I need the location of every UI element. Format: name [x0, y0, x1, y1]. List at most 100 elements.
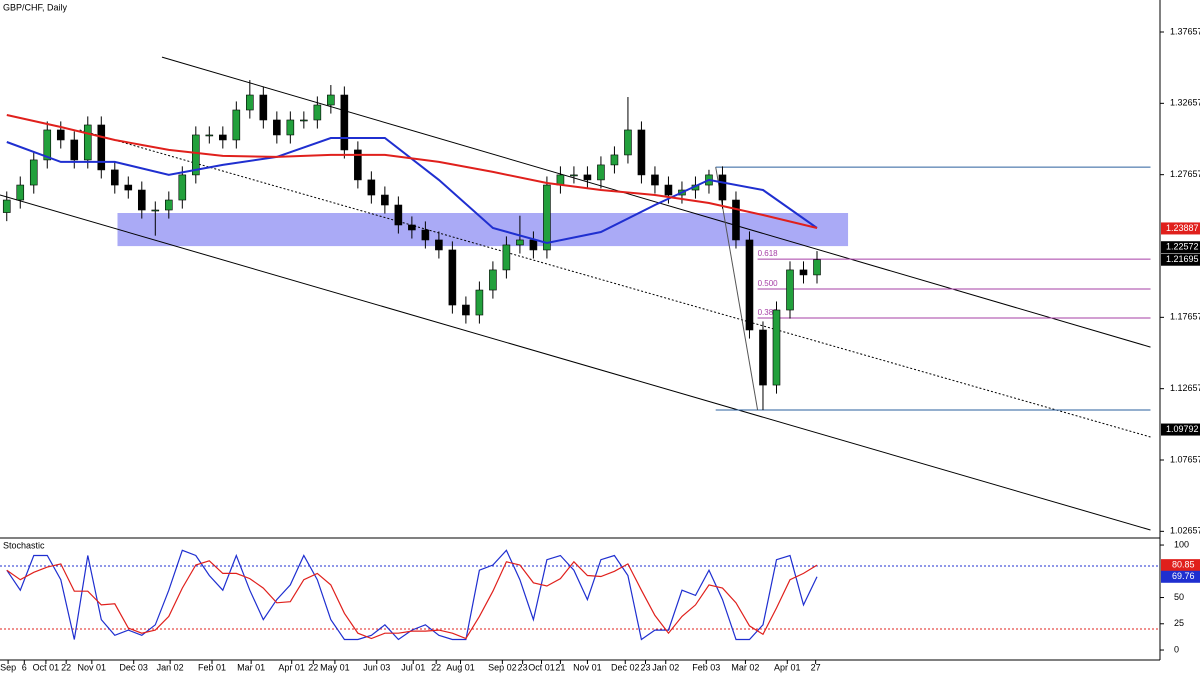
price-tag-label: 1.09792: [1166, 424, 1199, 434]
price-tag: [1161, 222, 1200, 235]
candle-body: [273, 119, 281, 136]
x-tick-label: Feb 01: [198, 662, 226, 672]
y-tick-label: 1.32657: [1170, 98, 1200, 108]
candle-body: [745, 239, 754, 331]
y-tick-label: 0: [1174, 644, 1179, 654]
y-tick-label: 1.27657: [1170, 169, 1200, 179]
candle-body: [2, 199, 11, 213]
candle-body: [435, 239, 443, 251]
x-tick-label: Nov 01: [78, 662, 107, 672]
candle-body: [124, 184, 133, 191]
y-tick-label: 50: [1174, 592, 1184, 602]
trend-line: [161, 56, 1151, 348]
x-tick-label: Apr 01: [278, 662, 305, 672]
y-tick-label: 100: [1174, 539, 1189, 549]
candle-body: [165, 199, 173, 211]
fib-label: 0.618: [758, 249, 779, 258]
candle-body: [475, 289, 484, 316]
candle-body: [394, 204, 403, 226]
y-tick-label: 1.17657: [1170, 312, 1200, 322]
candle-body: [367, 179, 376, 196]
candle-body: [246, 94, 254, 111]
price-tag-label: 1.23887: [1166, 223, 1199, 233]
x-tick-label: Apr 01: [774, 662, 801, 672]
x-tick-label: Mar 01: [237, 662, 265, 672]
candle-body: [813, 259, 821, 276]
candle-body: [151, 209, 160, 212]
stochastic-line: [6, 549, 818, 641]
y-tick-label: 1.37657: [1170, 26, 1200, 36]
x-tick-label: Aug 01: [446, 662, 475, 672]
candle-body: [664, 184, 673, 196]
candle-body: [732, 199, 740, 241]
x-tick-label: 6: [22, 662, 27, 672]
x-tick-label: Jan 02: [157, 662, 184, 672]
value-tag: [1161, 570, 1200, 583]
candle-body: [637, 129, 646, 176]
x-tick-label: Dec 02: [611, 662, 640, 672]
candle-body: [340, 94, 349, 151]
x-tick-label: 27: [811, 662, 821, 672]
price-tag: [1161, 423, 1200, 436]
candle-body: [192, 134, 200, 176]
candle-body: [624, 129, 632, 156]
x-tick-label: Dec 03: [119, 662, 148, 672]
price-tag: [1161, 241, 1200, 254]
candle-body: [83, 124, 92, 161]
price-tag: [1161, 253, 1200, 266]
x-tick-label: Oct 01: [528, 662, 555, 672]
value-tag-label: 80.85: [1172, 560, 1195, 570]
candle-body: [137, 189, 146, 211]
x-tick-label: May 01: [320, 662, 350, 672]
candle-body: [502, 244, 511, 271]
candle-body: [529, 239, 538, 251]
candle-body: [232, 109, 241, 141]
candle-body: [570, 174, 578, 177]
candle-body: [421, 229, 430, 241]
candle-body: [799, 269, 808, 276]
candle-body: [786, 269, 794, 311]
candle-body: [219, 134, 227, 141]
fib-label: 0.382: [758, 308, 779, 317]
candle-body: [516, 239, 524, 246]
candle-body: [43, 129, 52, 161]
y-tick-label: 25: [1174, 618, 1184, 628]
candle-body: [718, 174, 727, 201]
candle-body: [543, 184, 551, 251]
candle-body: [651, 174, 659, 186]
x-tick-label: 22: [431, 662, 441, 672]
candle-body: [462, 304, 470, 316]
candle-body: [610, 154, 619, 166]
price-tag-label: 1.22572: [1166, 242, 1199, 252]
candle-body: [772, 309, 781, 386]
x-tick-label: 23: [640, 662, 650, 672]
x-tick-label: Jan 02: [652, 662, 679, 672]
candle-body: [489, 269, 497, 291]
candle-body: [56, 129, 65, 141]
candle-body: [597, 164, 605, 181]
price-tag-label: 1.21695: [1166, 254, 1199, 264]
value-tag-label: 69.76: [1172, 571, 1195, 581]
candle-body: [16, 184, 25, 201]
moving-average: [6, 114, 818, 229]
chart-title: GBP/CHF, Daily: [3, 2, 68, 12]
candle-body: [583, 174, 592, 181]
x-tick-label: Jun 03: [363, 662, 390, 672]
x-tick-label: Oct 01: [33, 662, 60, 672]
candle-body: [381, 194, 389, 206]
x-tick-label: 23: [518, 662, 528, 672]
candle-body: [327, 94, 335, 106]
y-tick-label: 1.12657: [1170, 383, 1200, 393]
x-tick-label: Nov 01: [573, 662, 602, 672]
x-tick-label: Sep: [0, 662, 16, 672]
trend-line: [0, 194, 1151, 531]
x-tick-label: Mar 02: [731, 662, 759, 672]
x-tick-label: Jul 01: [401, 662, 425, 672]
stochastic-line: [6, 560, 818, 640]
trend-line: [79, 129, 1151, 438]
candle-body: [759, 329, 767, 386]
indicator-title: Stochastic: [3, 540, 45, 550]
